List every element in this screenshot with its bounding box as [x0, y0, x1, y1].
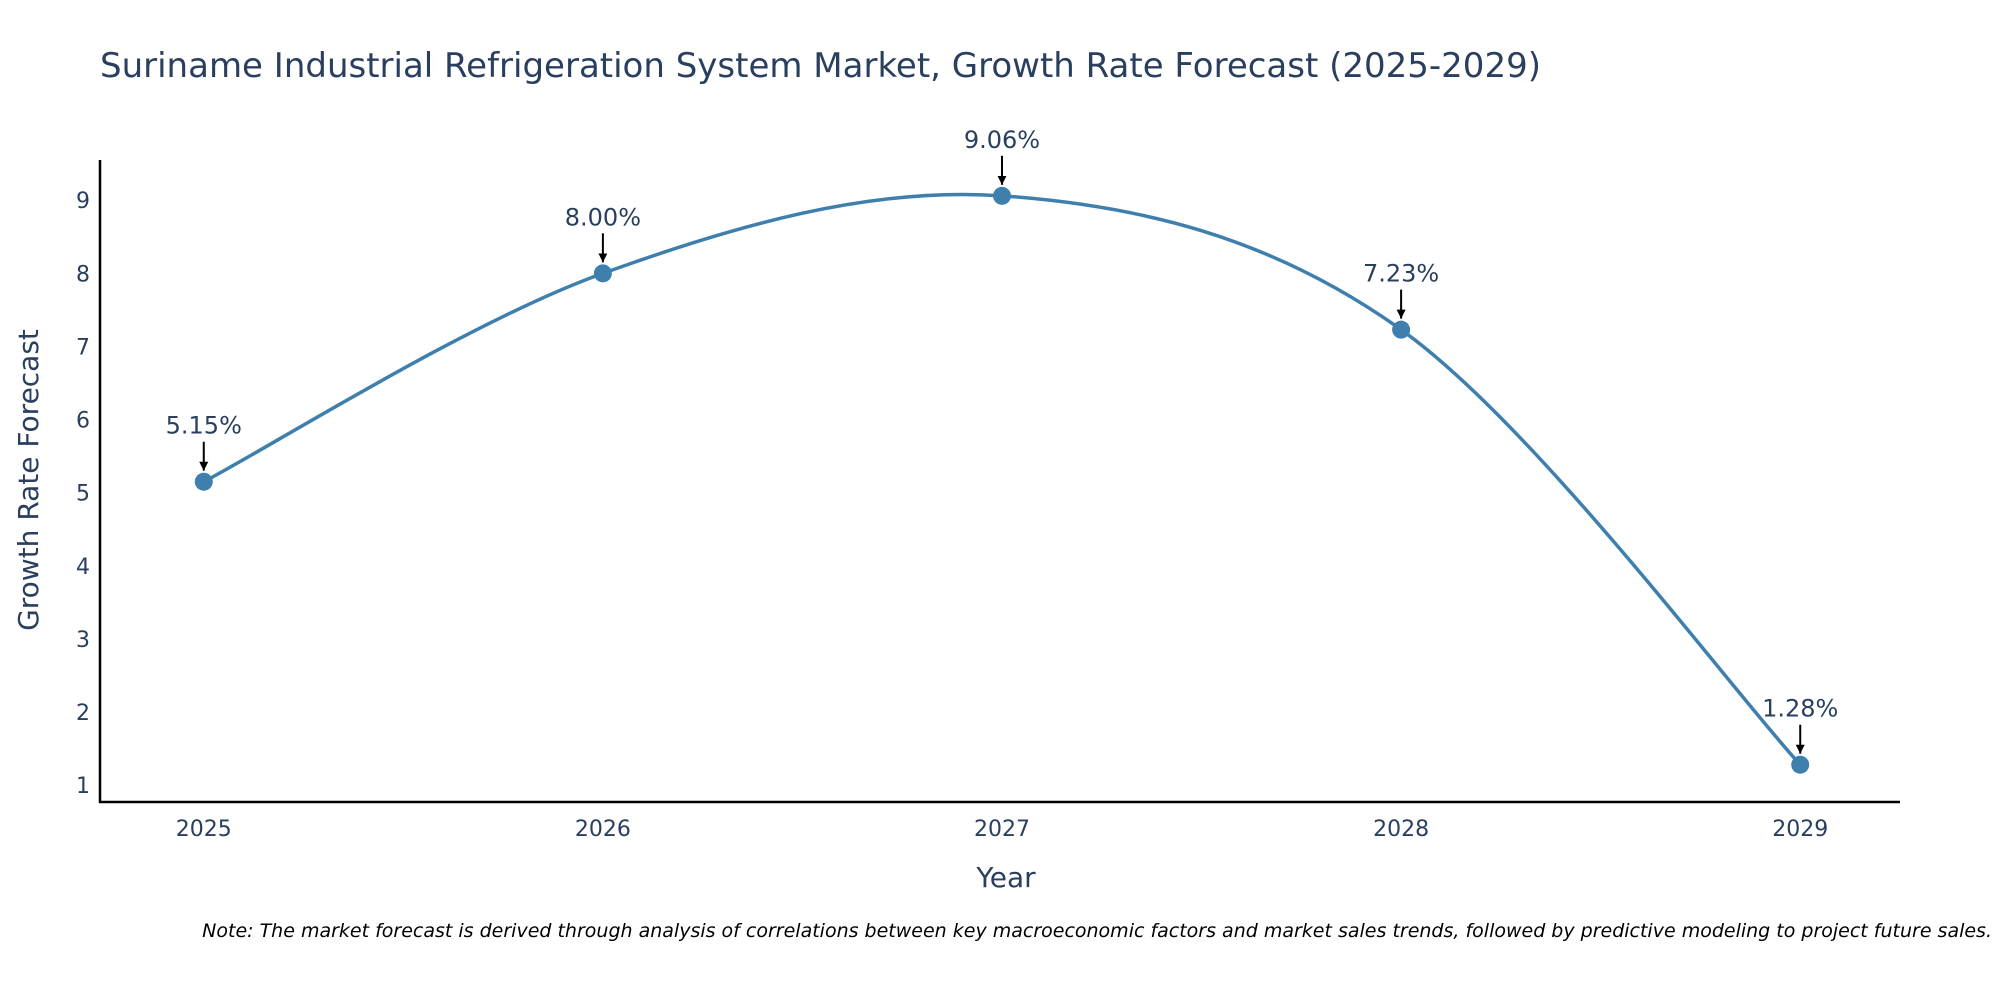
y-tick-label: 9	[76, 189, 90, 214]
data-point	[1791, 755, 1810, 774]
data-point	[593, 264, 612, 283]
data-label: 1.28%	[1762, 695, 1838, 723]
data-point	[1392, 320, 1411, 339]
y-axis-title: Growth Rate Forecast	[12, 329, 45, 631]
x-axis-title: Year	[975, 861, 1036, 894]
y-tick-label: 1	[76, 774, 90, 799]
axes	[98, 160, 1900, 804]
y-tick-label: 3	[76, 628, 90, 653]
data-point	[992, 186, 1011, 205]
data-labels: 5.15% 8.00% 9.06% 7.23% 1.28%	[166, 126, 1838, 754]
footnote: Note: The market forecast is derived thr…	[202, 920, 1992, 942]
y-tick-label: 7	[76, 335, 90, 360]
tick-labels: 1 2 3 4 5 6 7 8 9 2025 2026 2027 2028 2029	[76, 189, 1828, 842]
y-tick-label: 4	[76, 555, 90, 580]
x-tick-label: 2026	[575, 817, 631, 842]
data-point	[194, 472, 213, 491]
x-tick-label: 2028	[1373, 817, 1429, 842]
y-tick-label: 8	[76, 262, 90, 287]
data-label: 5.15%	[166, 412, 242, 440]
data-label: 8.00%	[565, 203, 641, 231]
y-tick-label: 6	[76, 409, 90, 434]
series-line	[202, 192, 1802, 766]
x-tick-label: 2027	[974, 817, 1030, 842]
series	[194, 186, 1810, 774]
y-tick-label: 2	[76, 701, 90, 726]
data-label: 9.06%	[964, 126, 1040, 154]
y-tick-label: 5	[76, 482, 90, 507]
x-tick-label: 2025	[176, 817, 232, 842]
chart-title: Suriname Industrial Refrigeration System…	[100, 46, 1541, 86]
data-label: 7.23%	[1363, 260, 1439, 288]
x-tick-label: 2029	[1772, 817, 1828, 842]
